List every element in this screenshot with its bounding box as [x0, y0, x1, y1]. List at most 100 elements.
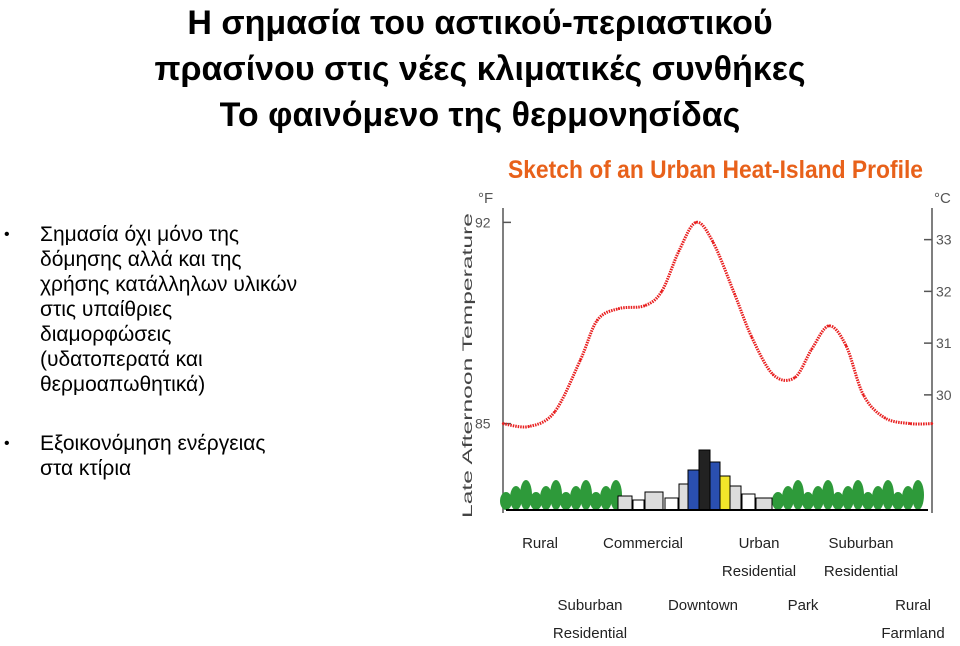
tree: [540, 486, 552, 510]
tree: [510, 486, 522, 510]
bullet-text-line: θερμοαπωθητικά): [40, 373, 206, 396]
tree: [862, 492, 874, 510]
temperature-point: [883, 416, 887, 420]
y-left-tick-label: 85: [475, 416, 491, 432]
temperature-point: [793, 376, 796, 379]
x-label-row1-line: Suburban: [828, 535, 893, 552]
y-right-unit: °C: [934, 190, 951, 207]
temperature-point: [694, 221, 698, 224]
bullet-item-energy: • Εξοικονόμηση ενέργειας στα κτίρια: [0, 431, 360, 481]
x-label-row2: Suburban Residential: [553, 597, 627, 642]
tree: [912, 480, 924, 510]
tree: [580, 480, 592, 510]
y-right-tick-label: 31: [936, 335, 952, 351]
temperature-point: [827, 324, 831, 328]
tree: [520, 480, 532, 510]
building: [617, 495, 633, 511]
tree: [852, 480, 864, 510]
temperature-point: [643, 304, 646, 307]
building: [719, 475, 731, 511]
temperature-point: [527, 425, 530, 428]
temperature-point: [733, 293, 736, 296]
temperature-point: [772, 373, 775, 376]
tree: [802, 492, 814, 510]
building: [755, 497, 773, 511]
y-right-tick-label: 32: [936, 283, 952, 299]
heat-island-chart: Sketch of an Urban Heat-Island Profile °…: [459, 156, 952, 642]
x-label-row2-line: Farmland: [881, 625, 944, 642]
title-line-3: Το φαινόμενο της θερμονησίδας: [219, 96, 741, 134]
tree: [570, 486, 582, 510]
x-labels-row-2: Suburban Residential Downtown Park Rural Farm…: [553, 597, 945, 642]
temperature-point: [553, 410, 556, 414]
x-label-row2: Park: [788, 597, 819, 614]
slide-title: Η σημασία του αστικού-περιαστικού πρασίν…: [0, 0, 960, 138]
temperature-line: [502, 220, 933, 429]
tree: [872, 486, 884, 510]
tree: [882, 480, 894, 510]
tree: [500, 492, 512, 510]
bullet-item-materials: • Σημασία όχι μόνο της δόμησης αλλά και …: [0, 222, 360, 397]
title-line-2: πρασίνου στις νέες κλιματικές συνθήκες: [154, 50, 806, 88]
chart-title: Sketch of an Urban Heat-Island Profile: [508, 156, 923, 184]
temperature-point: [810, 347, 814, 351]
tree: [822, 480, 834, 510]
tree: [832, 492, 844, 510]
temperature-point: [596, 318, 599, 322]
bullet-list: • Σημασία όχι μόνο της δόμησης αλλά και …: [0, 222, 360, 481]
building: [729, 485, 742, 511]
building: [687, 469, 700, 511]
tree: [902, 486, 914, 510]
bullet-text-line: (υδατοπερατά και: [40, 348, 203, 371]
y-ticks: 92 85 33 32 31 30: [475, 214, 952, 431]
bullet-text-line: στα κτίρια: [40, 457, 132, 480]
y-axis-label: Late Afternoon Temperature: [459, 213, 475, 518]
tree: [892, 492, 904, 510]
y-left-tick-label: 92: [475, 214, 491, 230]
y-left-unit: °F: [478, 190, 493, 207]
x-label-row1: Rural: [522, 535, 558, 552]
x-label-row1: Urban Residential: [722, 535, 796, 580]
tree: [842, 486, 854, 510]
temperature-point: [677, 249, 681, 253]
x-label-row2-line: Rural: [895, 597, 931, 614]
temperature-point: [930, 422, 934, 425]
bullet-text-line: διαμορφώσεις: [40, 323, 172, 346]
tree: [550, 480, 562, 510]
x-label-row1-line: Residential: [722, 563, 796, 580]
x-label-row2-line: Residential: [553, 625, 627, 642]
temperature-point: [712, 241, 715, 244]
y-right-tick-label: 33: [936, 232, 952, 248]
building: [632, 499, 645, 511]
tree: [560, 492, 572, 510]
bullet-marker: •: [4, 226, 10, 243]
x-label-row1: Commercial: [603, 535, 683, 552]
x-label-row1-line: Residential: [824, 563, 898, 580]
tree: [812, 486, 824, 510]
tree: [792, 480, 804, 510]
title-line-1: Η σημασία του αστικού-περιαστικού: [187, 4, 773, 42]
tree: [600, 486, 612, 510]
temperature-point: [862, 393, 865, 397]
temperature-point: [501, 422, 505, 425]
tree: [530, 492, 542, 510]
bullet-text-line: στις υπαίθριες: [40, 298, 173, 321]
tree: [590, 492, 602, 510]
x-labels-row-1: Rural Commercial Urban Residential Suburban R…: [522, 535, 898, 580]
bullet-text-line: χρήσης κατάλληλων υλικών: [40, 273, 298, 296]
temperature-point: [617, 307, 621, 310]
tree: [782, 486, 794, 510]
temperature-point: [660, 290, 663, 293]
building: [741, 493, 756, 511]
building: [664, 497, 679, 511]
building: [698, 449, 711, 511]
temperature-point: [845, 344, 848, 348]
bullet-text-line: δόμησης αλλά και της: [40, 248, 242, 271]
x-label-row2: Downtown: [668, 597, 738, 614]
building: [644, 491, 664, 511]
building: [709, 461, 721, 511]
temperature-point: [909, 422, 912, 425]
x-label-row2: Rural Farmland: [881, 597, 944, 642]
x-label-row1: Suburban Residential: [824, 535, 898, 580]
tree-row: [500, 480, 924, 510]
